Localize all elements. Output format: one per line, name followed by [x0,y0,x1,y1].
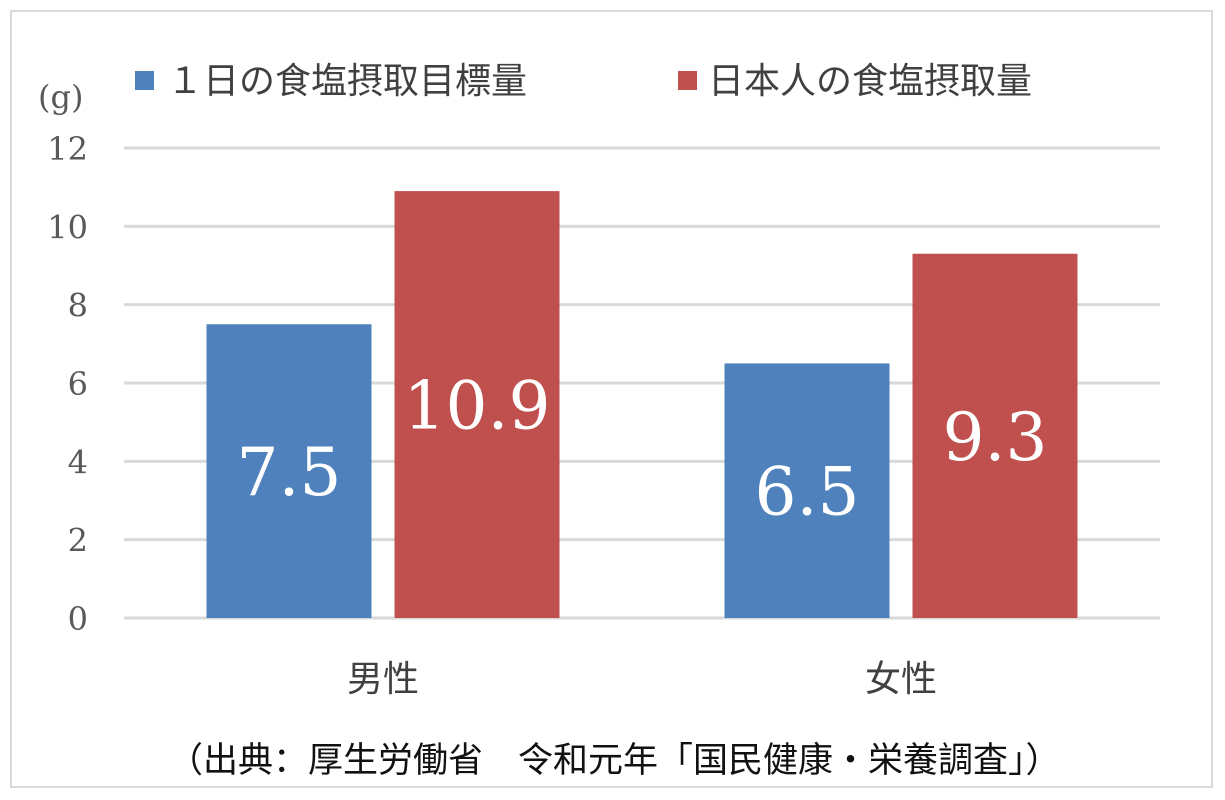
source-note: （出典：厚生労働省 令和元年「国民健康・栄養調査」） [168,741,1061,781]
y-tick-label: 2 [68,522,88,560]
data-label: 10.9 [404,368,551,445]
legend-label-1: １日の食塩摂取目標量 [167,61,527,102]
data-labels: 7.5 10.9 6.5 9.3 [237,368,1048,531]
y-tick-label: 8 [68,287,88,325]
y-axis-ticks: 0 2 4 6 8 10 12 [47,130,88,638]
legend: １日の食塩摂取目標量 日本人の食塩摂取量 [135,61,1032,102]
data-label: 9.3 [943,399,1048,476]
bars [206,191,1078,619]
legend-swatch-2 [678,71,697,90]
bar-2-1 [394,191,560,619]
y-tick-label: 4 [68,443,88,481]
x-axis-categories: 男性 女性 [347,659,937,700]
legend-swatch-1 [135,71,154,90]
y-tick-label: 6 [68,365,88,403]
x-category-label: 男性 [347,659,419,700]
legend-label-2: 日本人の食塩摂取量 [708,61,1032,102]
y-tick-label: 10 [47,208,88,246]
y-axis-unit-label: (g) [38,78,83,116]
y-tick-label: 0 [68,600,88,638]
x-category-label: 女性 [865,659,937,700]
y-tick-label: 12 [47,130,88,168]
bar-1-1 [206,324,372,618]
bar-1-2 [724,363,890,618]
data-label: 6.5 [755,454,860,531]
data-label: 7.5 [237,434,342,511]
bar-2-2 [912,253,1078,618]
